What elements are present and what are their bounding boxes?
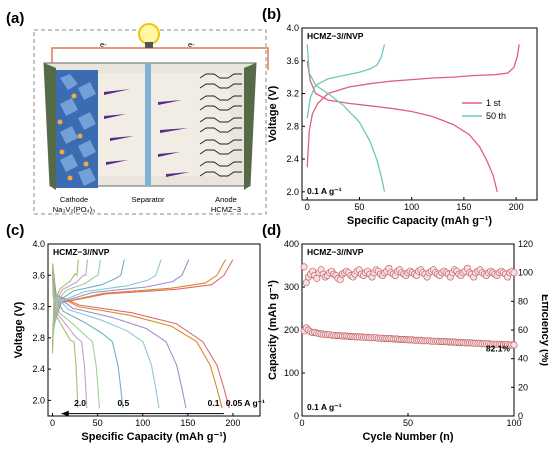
capacity-point [510, 341, 518, 349]
rate-curve-discharge [51, 263, 124, 409]
rate-arrow-head [61, 410, 69, 417]
rate-label: 0.05 A g⁻¹ [226, 398, 265, 408]
separator-label: Separator [132, 195, 165, 204]
chart-title: HCMZ−3//NVP [307, 247, 364, 257]
y2-tick-label: 0 [518, 411, 523, 421]
x-tick-label: 200 [509, 202, 524, 212]
y2-tick-label: 100 [518, 268, 533, 278]
retention-label: 82.1% [486, 344, 511, 354]
battery-schematic: e- e- Cathod [33, 23, 269, 215]
x-axis-title: Cycle Number (n) [362, 431, 453, 443]
y2-tick-label: 20 [518, 382, 528, 392]
x-tick-label: 0 [305, 202, 310, 212]
efficiency-point [300, 263, 308, 271]
x-tick-label: 0 [299, 418, 304, 428]
y-tick-label: 4.0 [286, 23, 299, 33]
x-tick-label: 50 [93, 418, 103, 428]
current-density-label: 0.1 A g⁻¹ [307, 402, 342, 412]
y-tick-label: 2.8 [32, 333, 45, 343]
y-tick-label: 3.2 [32, 302, 45, 312]
series-line-discharge [306, 60, 498, 192]
y-tick-label: 2.0 [32, 395, 45, 405]
anode-electrode [199, 63, 256, 190]
y-tick-label: 100 [284, 368, 299, 378]
panel-label-a: (a) [6, 10, 25, 27]
y-tick-label: 3.6 [286, 56, 299, 66]
anode-label: Anode [215, 195, 237, 204]
chart-b-charge-discharge: 0 50 100 150 200 2.0 2.4 2.8 3.2 3.6 4.0 Specific C… [267, 23, 538, 227]
rate-curve-discharge [51, 263, 223, 409]
y2-tick-label: 60 [518, 325, 528, 335]
rate-curve-discharge [51, 263, 79, 409]
rate-curve-discharge [51, 263, 100, 409]
x-tick-label: 0 [50, 418, 55, 428]
y-tick-label: 400 [284, 239, 299, 249]
electron-label-right: e- [188, 40, 195, 49]
x-tick-label: 50 [354, 202, 364, 212]
y-axis-title: Capacity (mAh g⁻¹) [267, 280, 279, 380]
y-tick-label: 2.4 [32, 364, 45, 374]
series-line-discharge [306, 44, 386, 192]
y2-tick-label: 120 [518, 239, 533, 249]
electron-label-left: e- [100, 40, 107, 49]
y-tick-label: 0 [294, 411, 299, 421]
x-tick-label: 150 [180, 418, 195, 428]
y-axis-title: Voltage (V) [13, 301, 25, 358]
light-bulb-icon [138, 23, 160, 48]
rate-label: 0.5 [117, 398, 129, 408]
rate-curve-discharge [51, 263, 187, 409]
y-tick-label: 2.0 [286, 187, 299, 197]
x-tick-label: 100 [404, 202, 419, 212]
panel-label-c: (c) [6, 222, 25, 239]
y-tick-label: 200 [284, 325, 299, 335]
y-tick-label: 2.4 [286, 154, 299, 164]
rate-curve-discharge [51, 263, 230, 409]
plot-frame [47, 243, 261, 417]
x-tick-label: 50 [403, 418, 413, 428]
y-tick-label: 2.8 [286, 121, 299, 131]
external-circuit-wire [51, 47, 269, 70]
legend-entry: 1 st [486, 98, 501, 108]
sodium-ions [104, 89, 190, 177]
cathode-label: Cathode [60, 195, 88, 204]
x-tick-label: 200 [225, 418, 240, 428]
rate-curve-discharge [51, 263, 160, 409]
rate-curve-charge [51, 259, 162, 338]
cathode-formula: Na₃V₂(PO₄)₃ [53, 205, 96, 214]
chart-title: HCMZ−3//NVP [307, 31, 364, 41]
x-tick-label: 150 [456, 202, 471, 212]
plot-frame [301, 27, 538, 201]
rate-label: 2.0 [74, 398, 86, 408]
series-line-charge [306, 44, 386, 119]
chart-c-rate-profiles: 0 50 100 150 200 2.0 2.4 2.8 3.2 3.6 4.0 Specific C… [13, 239, 265, 443]
x-tick-label: 100 [135, 418, 150, 428]
x-axis-title: Specific Capacity (mAh g⁻¹) [81, 431, 227, 443]
x-tick-label: 100 [506, 418, 521, 428]
efficiency-point [510, 269, 518, 277]
legend-entry: 50 th [486, 111, 506, 121]
y2-tick-label: 40 [518, 354, 528, 364]
y-axis-title: Voltage (V) [267, 85, 279, 142]
current-density-label: 0.1 A g⁻¹ [307, 186, 342, 196]
y-tick-label: 3.2 [286, 89, 299, 99]
series-line-charge [306, 44, 520, 168]
y-tick-label: 300 [284, 282, 299, 292]
y-tick-label: 3.6 [32, 270, 45, 280]
cathode-electrode [44, 63, 98, 190]
panel-label-b: (b) [262, 6, 282, 23]
rate-curve-charge [51, 259, 234, 327]
y2-axis-title: Efficiency (%) [539, 294, 548, 366]
chart-title: HCMZ−3//NVP [53, 247, 110, 257]
separator-membrane [145, 63, 151, 186]
anode-formula: HCMZ−3 [211, 205, 241, 214]
x-axis-title: Specific Capacity (mAh g⁻¹) [347, 215, 493, 227]
panel-label-d: (d) [262, 222, 282, 239]
y-tick-label: 4.0 [32, 239, 45, 249]
y2-tick-label: 80 [518, 296, 528, 306]
rate-label: 0.1 [208, 398, 220, 408]
